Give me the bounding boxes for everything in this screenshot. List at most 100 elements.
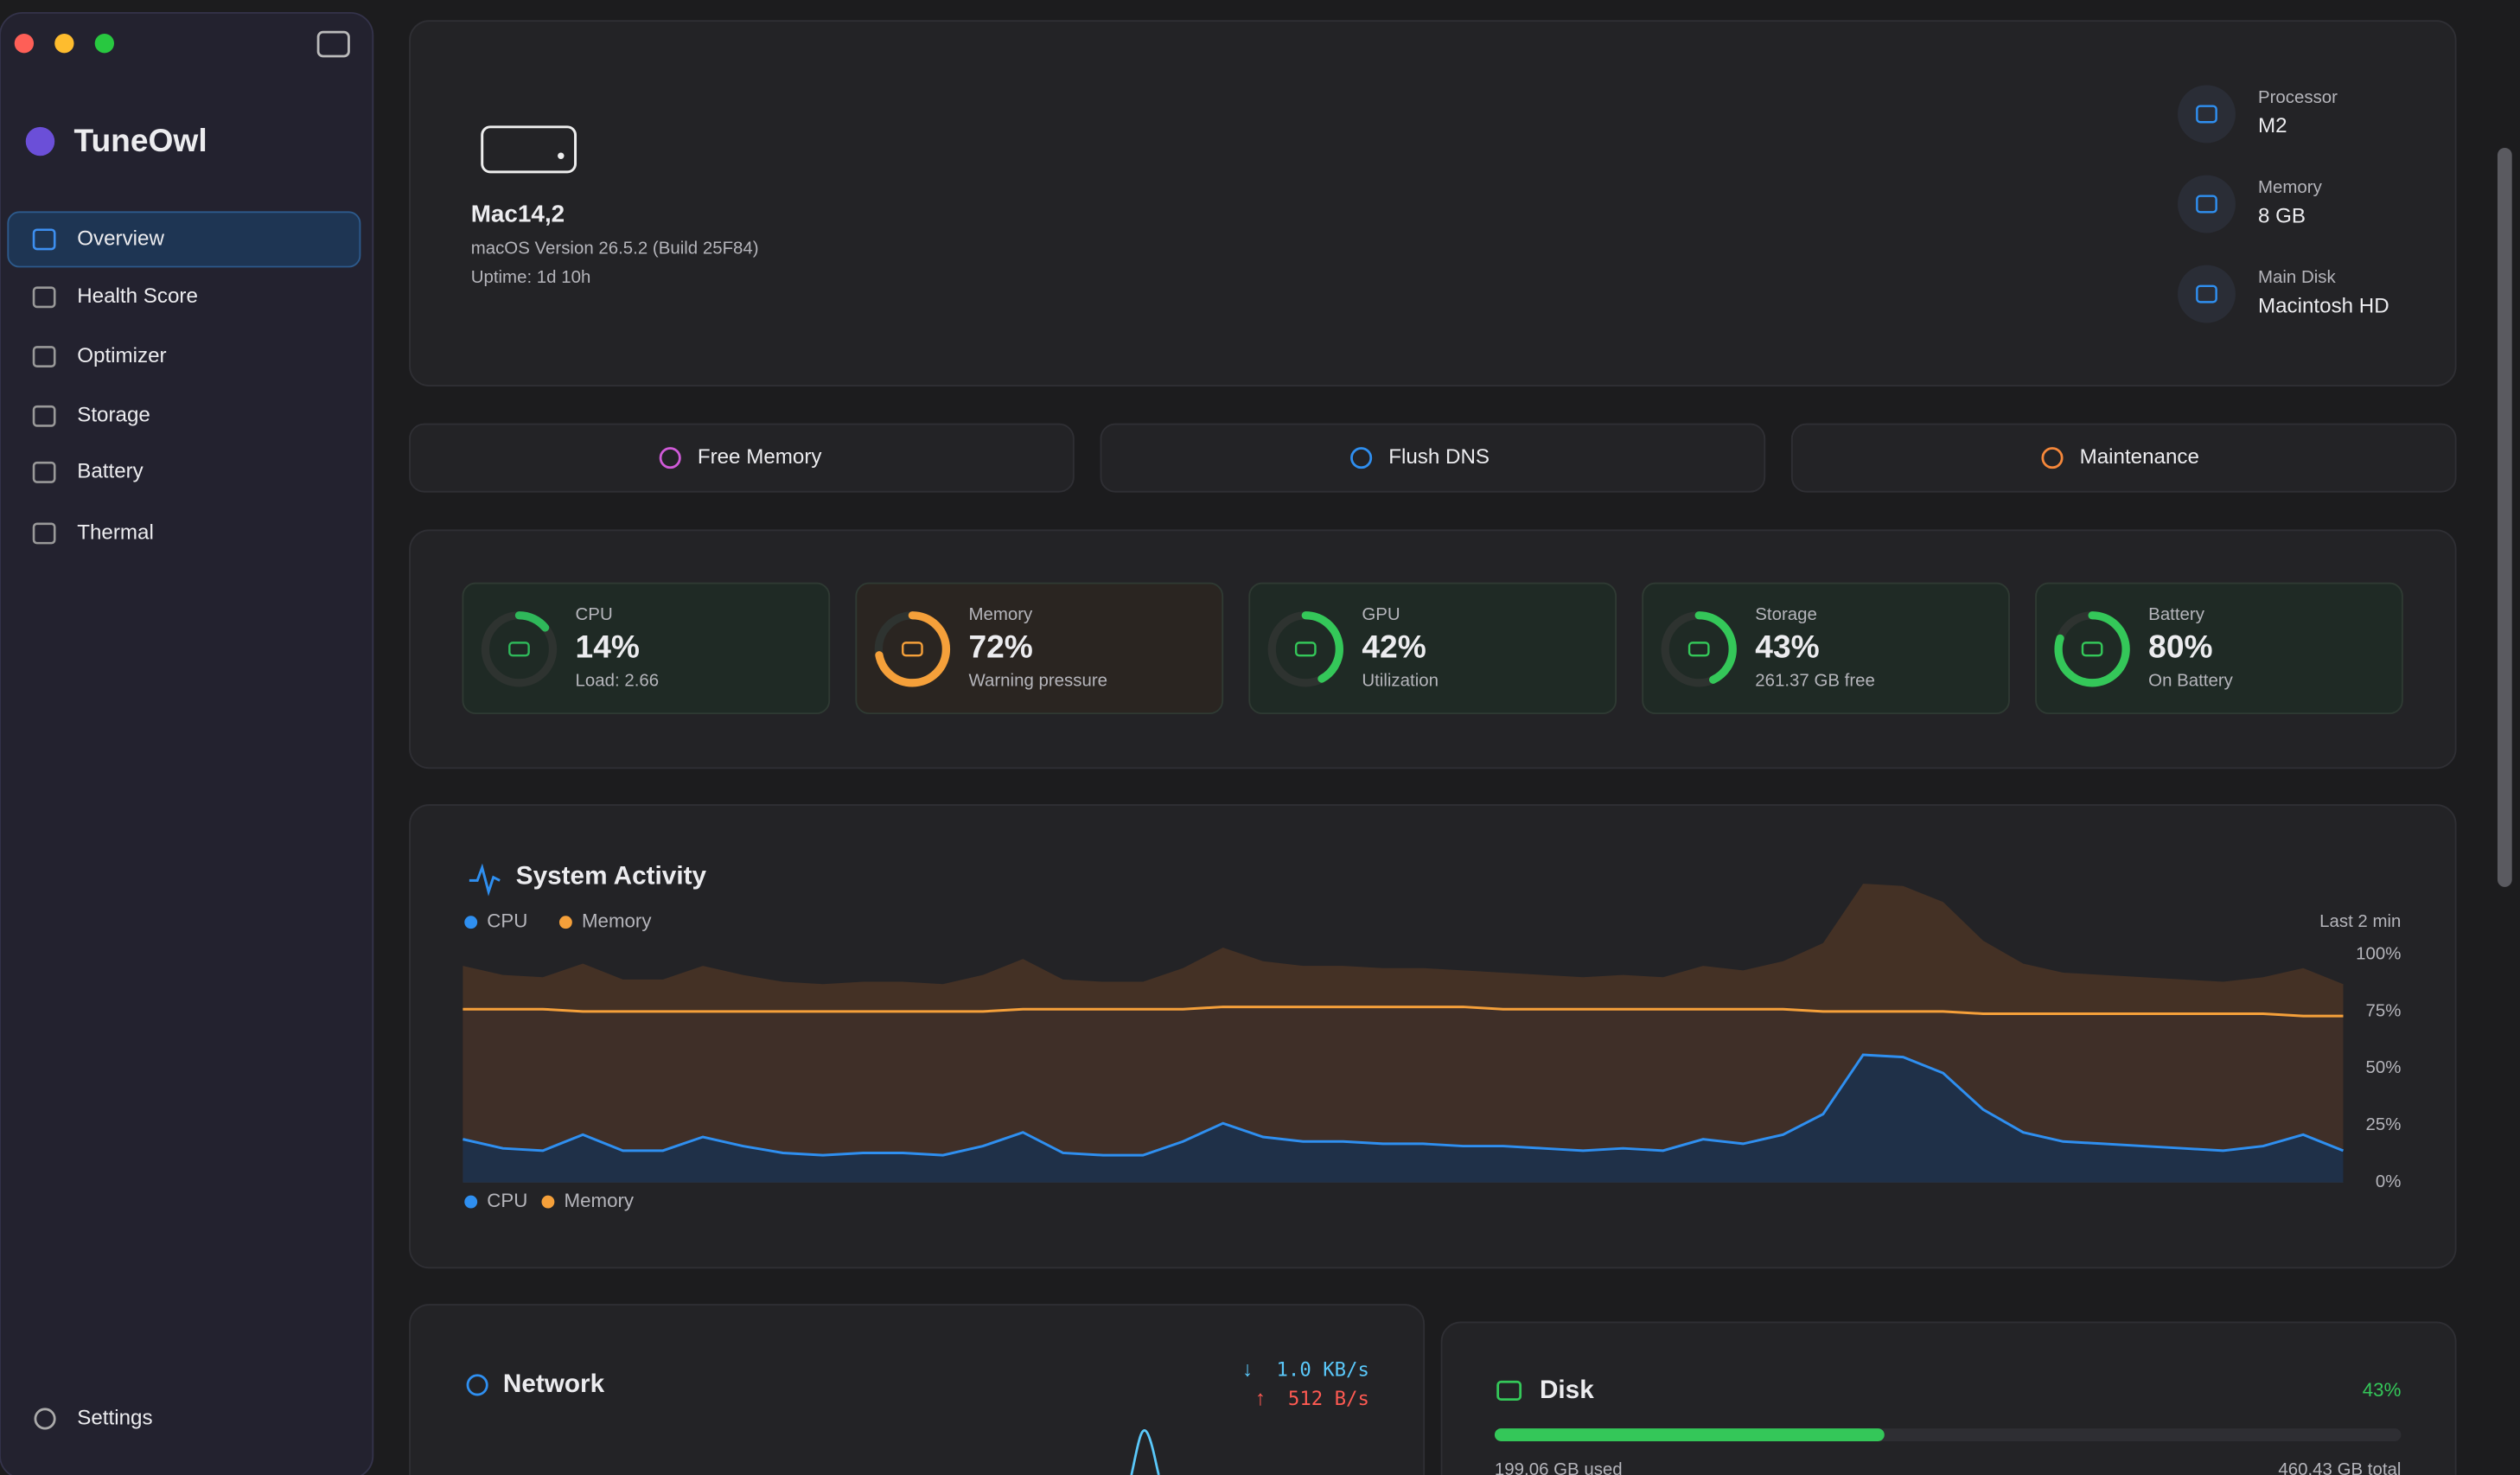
stat-label: GPU — [1362, 604, 1400, 624]
nav-item[interactable]: Overview — [77, 227, 164, 250]
gauge-arc — [1661, 611, 1737, 687]
close-button[interactable] — [14, 34, 35, 54]
range-label: Last 2 min — [2319, 911, 2401, 931]
nav-icon — [32, 228, 56, 251]
nav-item[interactable]: Storage — [77, 404, 150, 427]
disk-used: 199.06 GB used — [1495, 1459, 1623, 1475]
stat-label: Storage — [1755, 604, 1817, 624]
stat-value: 72% — [968, 629, 1032, 665]
spec-label: Processor — [2258, 87, 2338, 107]
nav-icon — [32, 286, 56, 309]
stat-detail: Utilization — [1362, 670, 1439, 690]
action-icon — [2041, 447, 2064, 469]
device-model: Mac14,2 — [471, 200, 565, 227]
network-icon — [466, 1374, 488, 1396]
action-label[interactable]: Free Memory — [698, 445, 823, 469]
gauge-icon — [902, 642, 923, 657]
stat-label: Memory — [968, 604, 1033, 624]
spec-icon-bg — [2178, 265, 2236, 323]
activity-title: System Activity — [516, 862, 707, 891]
down-arrow: ↓ — [1242, 1358, 1253, 1382]
nav-settings[interactable]: Settings — [77, 1406, 152, 1429]
y-tick-label: 50% — [2366, 1057, 2402, 1077]
stat-detail: 261.37 GB free — [1755, 670, 1875, 690]
gauge-arc — [2054, 611, 2130, 687]
sidebar — [0, 11, 374, 1475]
legend-label: CPU — [487, 1190, 527, 1211]
mac-icon — [481, 125, 577, 174]
gauge-arc — [1267, 611, 1343, 687]
stat-label: CPU — [576, 604, 613, 624]
network-card — [409, 1304, 1426, 1475]
action-button[interactable] — [1790, 423, 2457, 493]
gauge-icon — [1294, 642, 1317, 657]
stat-detail: On Battery — [2148, 670, 2233, 690]
minimize-button[interactable] — [54, 34, 74, 54]
legend-label: CPU — [487, 910, 527, 932]
stat-detail: Load: 2.66 — [576, 670, 660, 690]
gauge-icon — [1687, 642, 1710, 657]
stat-card — [855, 582, 1224, 715]
nav-icon — [32, 346, 56, 368]
legend-swatch — [541, 1195, 555, 1209]
action-icon — [659, 447, 681, 469]
action-label[interactable]: Flush DNS — [1388, 445, 1490, 469]
stat-value: 80% — [2148, 629, 2212, 665]
nav-icon — [32, 461, 56, 483]
logo — [25, 126, 55, 156]
y-tick-label: 100% — [2356, 943, 2401, 963]
y-tick-label: 75% — [2366, 1000, 2402, 1020]
cpu-area — [463, 1054, 2344, 1183]
nav-item[interactable]: Health Score — [77, 284, 198, 308]
spec-label: Main Disk — [2258, 267, 2337, 287]
spec-icon-bg — [2178, 175, 2236, 233]
app-name: TuneOwl — [74, 122, 207, 158]
gauge-icon — [508, 642, 530, 657]
gauge-icon — [2081, 642, 2103, 657]
action-label[interactable]: Maintenance — [2080, 445, 2199, 469]
spec-label: Memory — [2258, 177, 2323, 197]
device-card — [409, 20, 2457, 386]
spec-icon-bg — [2178, 85, 2236, 144]
disk-bar — [1494, 1428, 1885, 1441]
up-arrow: ↑ — [1255, 1387, 1266, 1410]
network-down: 1.0 KB/s — [1276, 1359, 1368, 1382]
nav-item[interactable]: Thermal — [77, 520, 154, 544]
nav-icon — [32, 405, 56, 427]
spec-icon — [2196, 195, 2217, 214]
nav-item[interactable]: Battery — [77, 460, 144, 483]
stat-value: 43% — [1755, 629, 1819, 665]
settings-icon — [34, 1408, 56, 1430]
disk-icon — [1496, 1380, 1522, 1402]
stat-value: 14% — [576, 629, 640, 665]
spec-value: M2 — [2258, 114, 2287, 137]
action-button[interactable] — [1100, 423, 1766, 493]
scrollbar[interactable] — [2497, 147, 2512, 887]
cpu-line — [463, 1053, 2345, 1157]
disk-percent: 43% — [2363, 1379, 2402, 1401]
device-os: macOS Version 26.5.2 (Build 25F84) — [471, 238, 759, 258]
nav-icon — [32, 522, 56, 545]
stat-card — [1248, 582, 1617, 715]
sidebar-toggle[interactable] — [316, 30, 350, 58]
legend-swatch — [464, 916, 478, 929]
action-icon — [1350, 447, 1373, 469]
network-trace — [1130, 1429, 1160, 1475]
action-button[interactable] — [409, 423, 1075, 493]
nav-item[interactable]: Optimizer — [77, 344, 166, 367]
spec-icon — [2196, 105, 2217, 124]
disk-total: 460.43 GB total — [2278, 1459, 2401, 1475]
zoom-button[interactable] — [94, 34, 114, 54]
stat-card — [1642, 582, 2010, 715]
stat-card — [2035, 582, 2403, 715]
stat-value: 42% — [1362, 629, 1426, 665]
stat-card — [462, 582, 831, 715]
network-title: Network — [503, 1370, 605, 1398]
spec-value: 8 GB — [2258, 204, 2306, 227]
legend-label: Memory — [582, 910, 652, 932]
legend-swatch — [558, 916, 572, 929]
stat-detail: Warning pressure — [968, 670, 1107, 690]
spec-icon — [2196, 284, 2217, 303]
legend-swatch — [464, 1195, 478, 1209]
